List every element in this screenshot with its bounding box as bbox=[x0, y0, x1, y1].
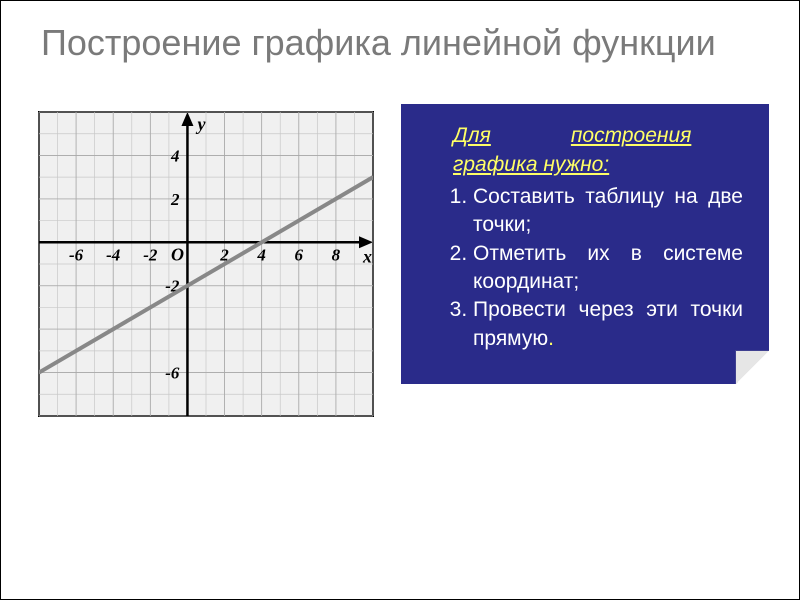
list-item: Составить таблицу на две точки; bbox=[473, 183, 747, 240]
page-fold-icon bbox=[735, 350, 769, 384]
svg-text:-2: -2 bbox=[143, 245, 158, 264]
svg-text:-6: -6 bbox=[69, 245, 84, 264]
steps-list: Составить таблицу на две точки; Отметить… bbox=[423, 183, 747, 353]
chart-svg: -6-4-22468-6-224Oxy bbox=[31, 104, 381, 424]
svg-text:2: 2 bbox=[170, 190, 180, 209]
svg-text:-4: -4 bbox=[106, 245, 120, 264]
svg-text:8: 8 bbox=[332, 245, 341, 264]
svg-text:4: 4 bbox=[170, 147, 180, 166]
svg-text:4: 4 bbox=[256, 245, 266, 264]
panel-heading: Для построения графика нужно: bbox=[423, 122, 747, 179]
list-item: Отметить их в системе координат; bbox=[473, 240, 747, 297]
svg-text:6: 6 bbox=[295, 245, 304, 264]
page-title: Построение графика линейной функции bbox=[1, 1, 799, 74]
heading-word-2: построения bbox=[571, 124, 691, 147]
linear-function-chart: -6-4-22468-6-224Oxy bbox=[31, 104, 381, 424]
heading-word-1: Для bbox=[453, 124, 491, 147]
svg-text:O: O bbox=[171, 244, 184, 264]
heading-line-2: графика нужно: bbox=[453, 153, 609, 176]
instruction-panel: Для построения графика нужно: Составить т… bbox=[401, 104, 769, 384]
list-item: Провести через эти точки прямую. bbox=[473, 296, 747, 353]
content-row: -6-4-22468-6-224Oxy Дляпостроения график… bbox=[1, 74, 799, 444]
svg-text:y: y bbox=[195, 114, 206, 134]
svg-text:x: x bbox=[362, 246, 372, 266]
svg-text:-6: -6 bbox=[165, 364, 180, 383]
